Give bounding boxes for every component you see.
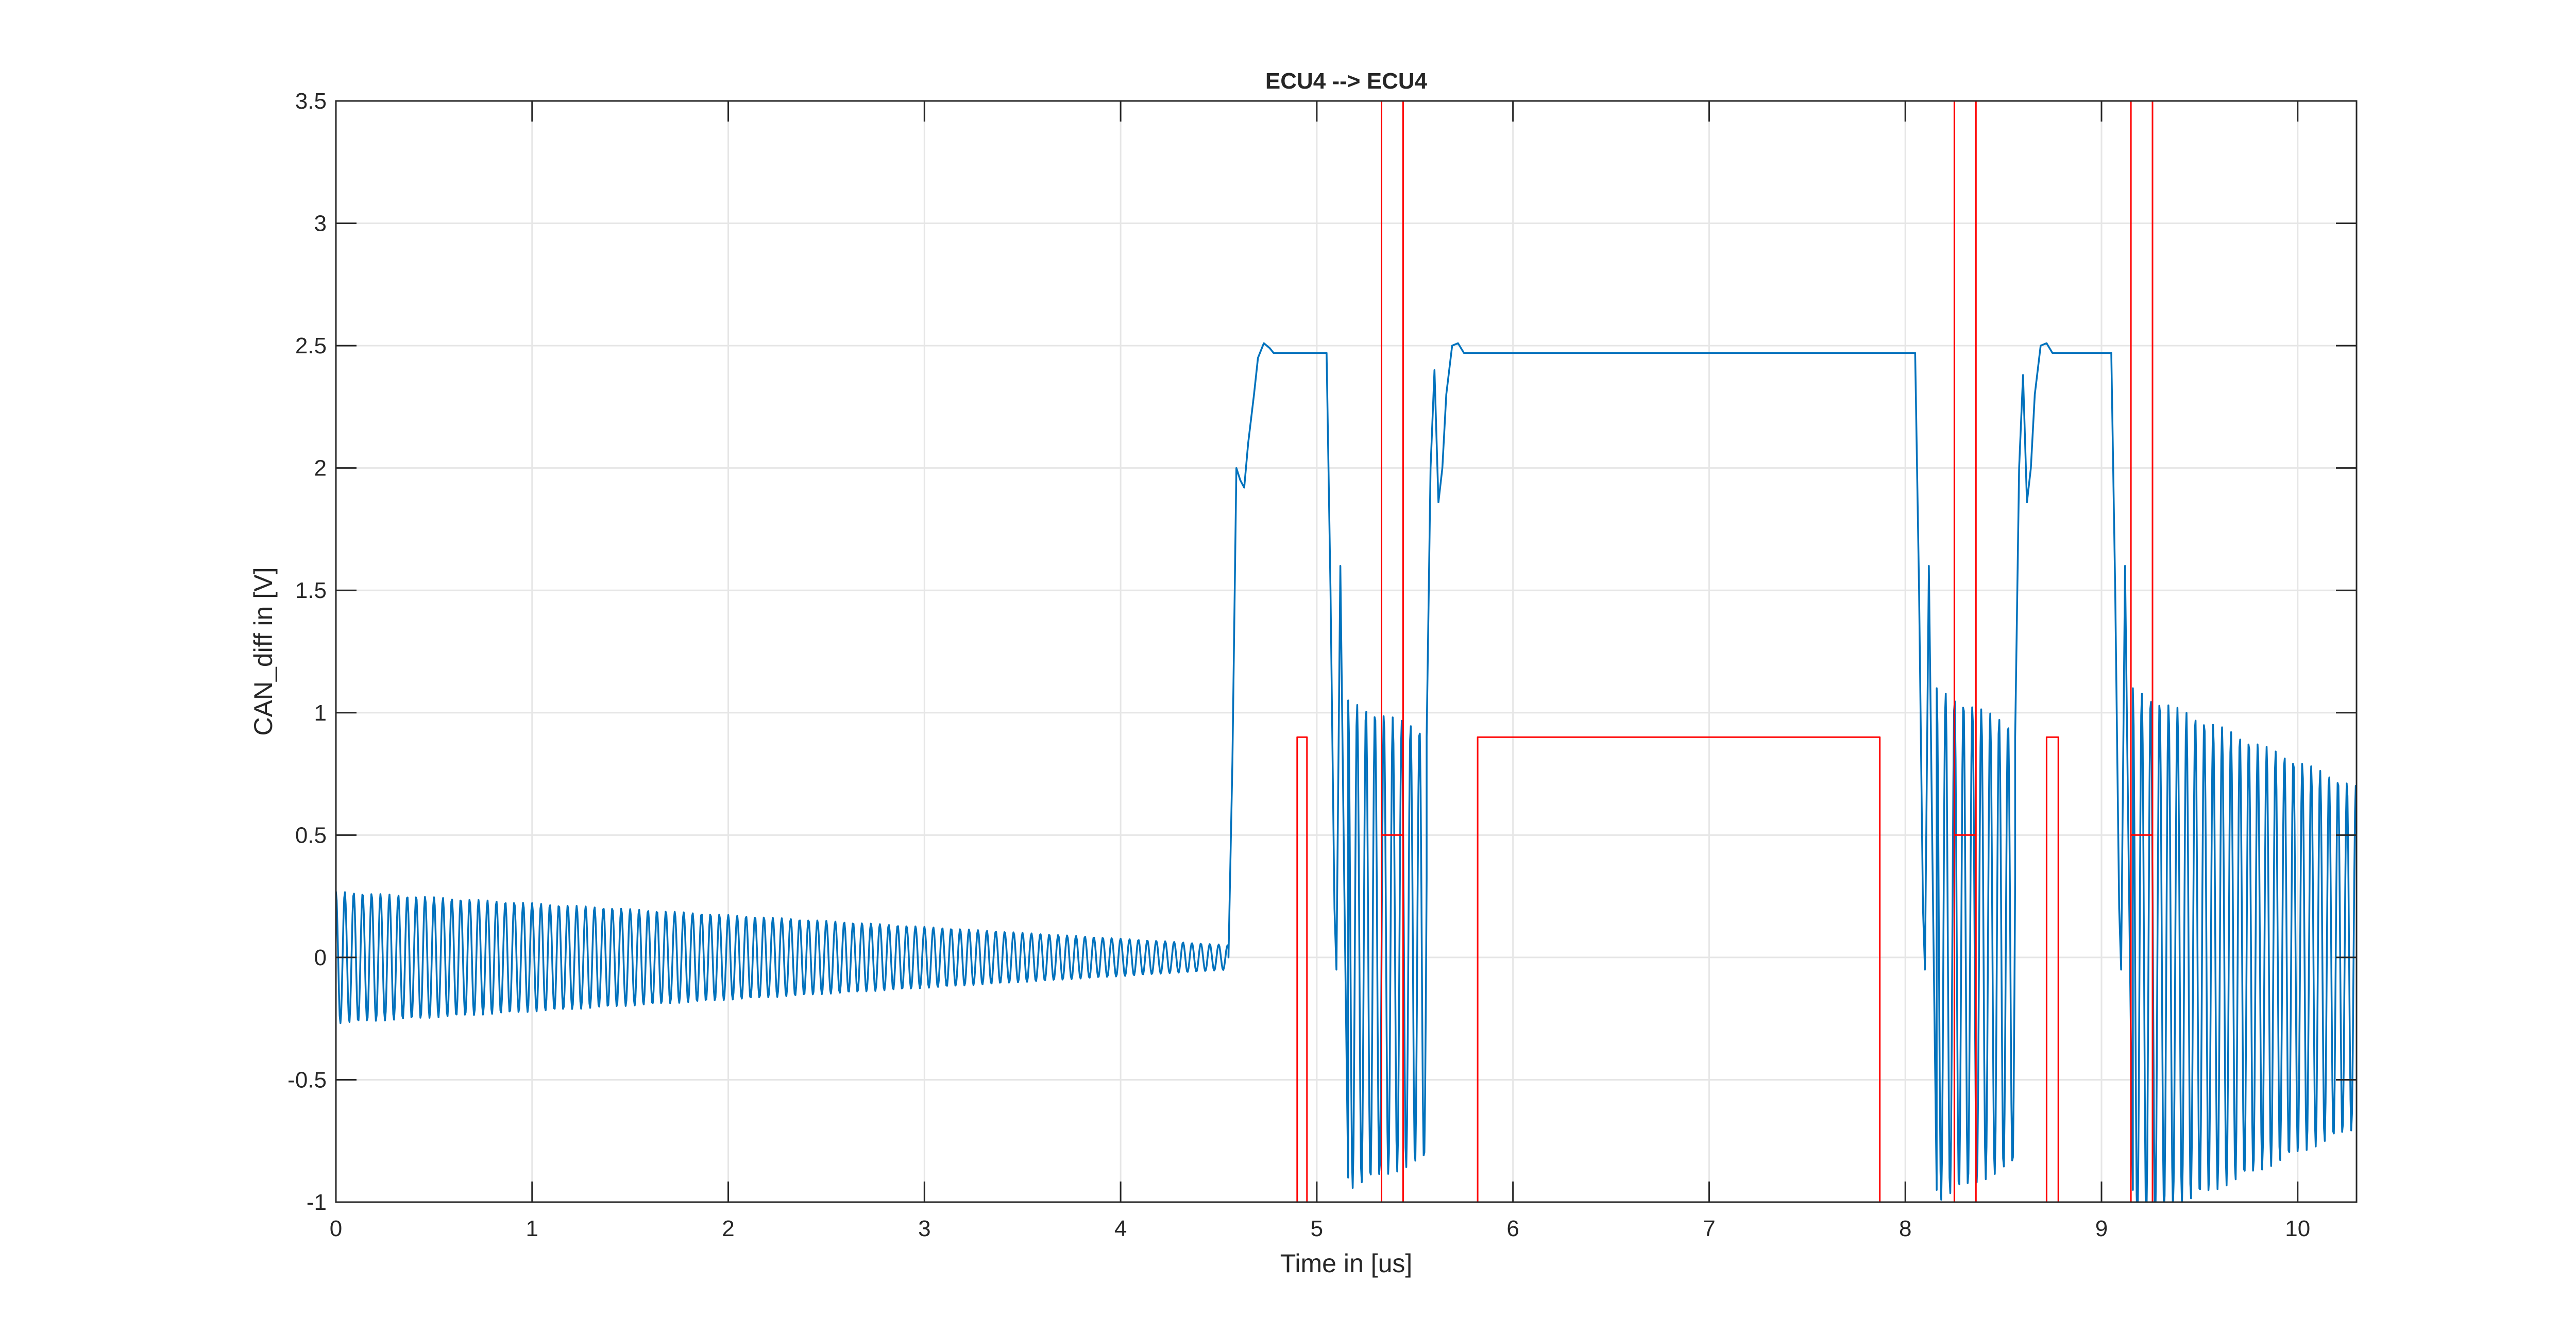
y-tick-label: 1.5 xyxy=(295,578,327,603)
x-tick-label: 7 xyxy=(1703,1216,1715,1241)
tick-labels: 0 1 2 3 4 5 6 7 8 9 10 -1 -0.5 0 0.5 1 1.5 2 2.5 3 3.5 xyxy=(287,89,2310,1241)
ticks xyxy=(335,100,2357,1203)
y-tick-label: 1 xyxy=(314,700,327,726)
y-tick-label: 2 xyxy=(314,456,327,481)
y-tick-label: 3 xyxy=(314,211,327,236)
y-tick-label: 2.5 xyxy=(295,333,327,358)
x-tick-label: 6 xyxy=(1506,1216,1519,1241)
digital-signal-line xyxy=(1296,101,2154,1202)
series-layer xyxy=(336,101,2357,1202)
x-tick-label: 9 xyxy=(2095,1216,2108,1241)
x-tick-label: 2 xyxy=(722,1216,734,1241)
y-tick-label: 0.5 xyxy=(295,823,327,848)
x-tick-label: 5 xyxy=(1311,1216,1323,1241)
x-axis-label: Time in [us] xyxy=(1280,1249,1413,1278)
x-tick-label: 1 xyxy=(526,1216,538,1241)
axes-box xyxy=(335,100,2358,1203)
x-tick-label: 0 xyxy=(330,1216,342,1241)
x-tick-label: 4 xyxy=(1114,1216,1127,1241)
y-axis-label: CAN_diff in [V] xyxy=(249,567,278,735)
x-tick-label: 8 xyxy=(1899,1216,1911,1241)
x-tick-label: 3 xyxy=(918,1216,930,1241)
y-tick-label: 3.5 xyxy=(295,89,327,114)
y-tick-label: 0 xyxy=(314,945,327,970)
y-tick-label: -1 xyxy=(307,1190,327,1215)
can-diff-signal-line xyxy=(336,342,2357,1202)
x-tick-label: 10 xyxy=(2285,1216,2310,1241)
chart-title: ECU4 --> ECU4 xyxy=(1265,69,1428,94)
y-tick-label: -0.5 xyxy=(287,1067,327,1092)
